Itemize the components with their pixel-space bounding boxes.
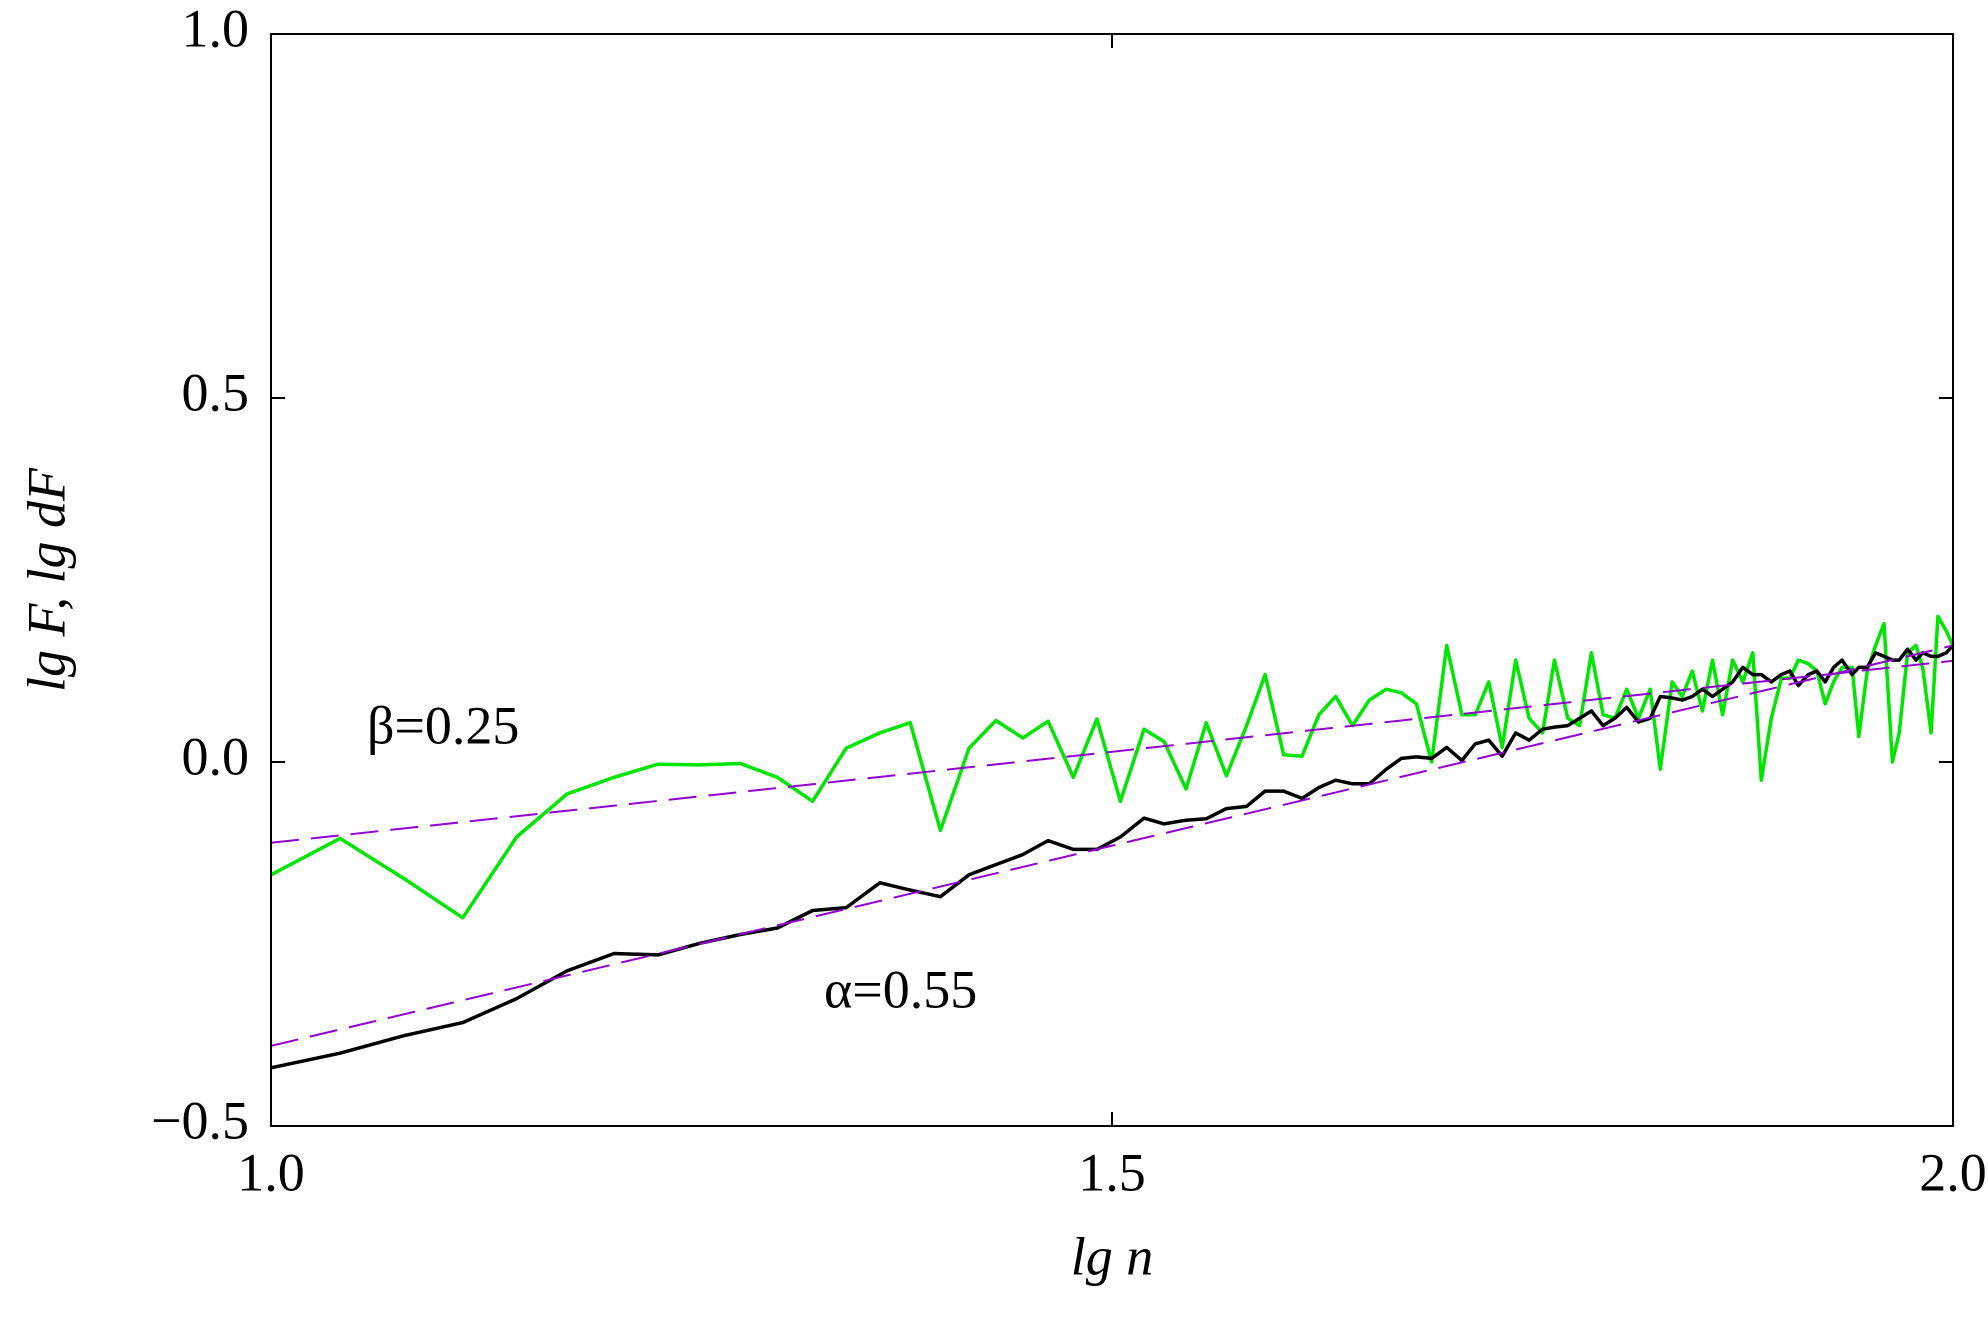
plot-frame [270, 33, 1954, 1127]
x-tick-label: 1.5 [1078, 1142, 1146, 1202]
x-axis-label: lg n [1071, 1226, 1154, 1286]
y-tick-label: −0.5 [151, 1090, 249, 1150]
data-line [270, 614, 1955, 920]
fit-line [270, 659, 1954, 844]
x-tick-label: 2.0 [1919, 1142, 1987, 1202]
y-tick-label: 0.0 [182, 726, 250, 786]
fit-line [270, 644, 1954, 1047]
x-tick-label: 1.0 [237, 1142, 305, 1202]
annotation: β=0.25 [367, 695, 519, 755]
annotation: α=0.55 [824, 959, 977, 1019]
data-line [270, 644, 1955, 1070]
y-tick-label: 0.5 [182, 362, 250, 422]
y-axis-label: lg F, lg dF [16, 467, 76, 692]
y-tick-label: 1.0 [182, 0, 250, 58]
